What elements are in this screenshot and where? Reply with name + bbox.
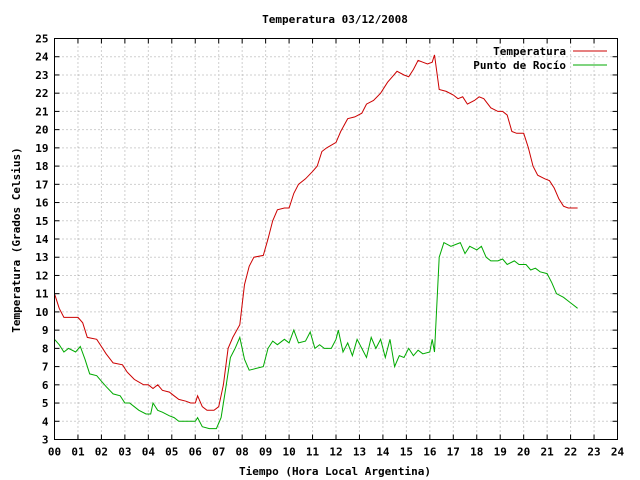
x-tick-label: 17 (447, 446, 460, 459)
y-tick-label: 5 (42, 397, 49, 410)
grid (54, 38, 618, 440)
y-tick-label: 3 (42, 434, 49, 447)
y-tick-label: 13 (35, 251, 48, 264)
x-tick-label: 20 (517, 446, 530, 459)
y-tick-label: 12 (35, 269, 48, 282)
chart-title: Temperatura 03/12/2008 (262, 13, 408, 26)
y-tick-label: 4 (42, 415, 49, 428)
x-tick-label: 16 (423, 446, 437, 459)
y-tick-label: 22 (35, 87, 48, 100)
y-tick-label: 10 (35, 306, 48, 319)
x-tick-label: 12 (329, 446, 342, 459)
y-tick-label: 14 (35, 233, 49, 246)
x-tick-label: 15 (400, 446, 413, 459)
x-tick-label: 00 (48, 446, 61, 459)
x-tick-label: 02 (95, 446, 108, 459)
y-tick-label: 25 (35, 33, 48, 46)
series-line-1 (54, 54, 578, 411)
x-tick-label: 06 (189, 446, 203, 459)
y-tick-label: 24 (35, 51, 49, 64)
x-tick-label: 22 (564, 446, 577, 459)
y-tick-label: 11 (35, 288, 49, 301)
x-tick-label: 21 (541, 446, 555, 459)
x-tick-label: 03 (118, 446, 131, 459)
y-tick-label: 8 (42, 342, 49, 355)
x-axis-label: Tiempo (Hora Local Argentina) (239, 465, 431, 478)
y-tick-label: 20 (35, 124, 48, 137)
legend-label-1: Temperatura (493, 45, 566, 58)
y-tick-label: 23 (35, 69, 48, 82)
y-tick-label: 18 (35, 160, 48, 173)
x-tick-label: 08 (236, 446, 249, 459)
x-tick-label: 18 (470, 446, 483, 459)
y-tick-label: 6 (42, 379, 49, 392)
x-axis: 00 01 02 03 04 05 06 07 08 09 10 11 12 13 14 15 16 17 18 19… (48, 38, 625, 459)
series-layer (54, 54, 578, 430)
x-tick-label: 13 (353, 446, 366, 459)
x-tick-label: 05 (165, 446, 178, 459)
x-tick-label: 24 (611, 446, 625, 459)
x-tick-label: 11 (306, 446, 320, 459)
y-tick-label: 15 (35, 215, 48, 228)
x-tick-label: 01 (71, 446, 85, 459)
x-tick-label: 10 (282, 446, 295, 459)
y-tick-label: 19 (35, 142, 48, 155)
y-tick-label: 16 (35, 197, 49, 210)
y-tick-label: 7 (42, 361, 49, 374)
y-tick-label: 17 (35, 178, 48, 191)
x-tick-label: 04 (142, 446, 156, 459)
y-axis-label: Temperatura (Grados Celsius) (10, 147, 23, 332)
series-line-2 (54, 241, 578, 430)
x-tick-label: 23 (587, 446, 600, 459)
legend-label-2: Punto de Rocío (473, 59, 566, 72)
y-tick-label: 9 (42, 324, 49, 337)
y-tick-label: 21 (35, 105, 49, 118)
y-axis: 3 4 5 6 7 8 9 10 11 12 13 14 15 16 17 18 19 20 21 22 23 24 25 (35, 33, 618, 447)
x-tick-label: 09 (259, 446, 272, 459)
x-tick-label: 14 (376, 446, 390, 459)
x-tick-label: 07 (212, 446, 225, 459)
x-tick-label: 19 (494, 446, 507, 459)
